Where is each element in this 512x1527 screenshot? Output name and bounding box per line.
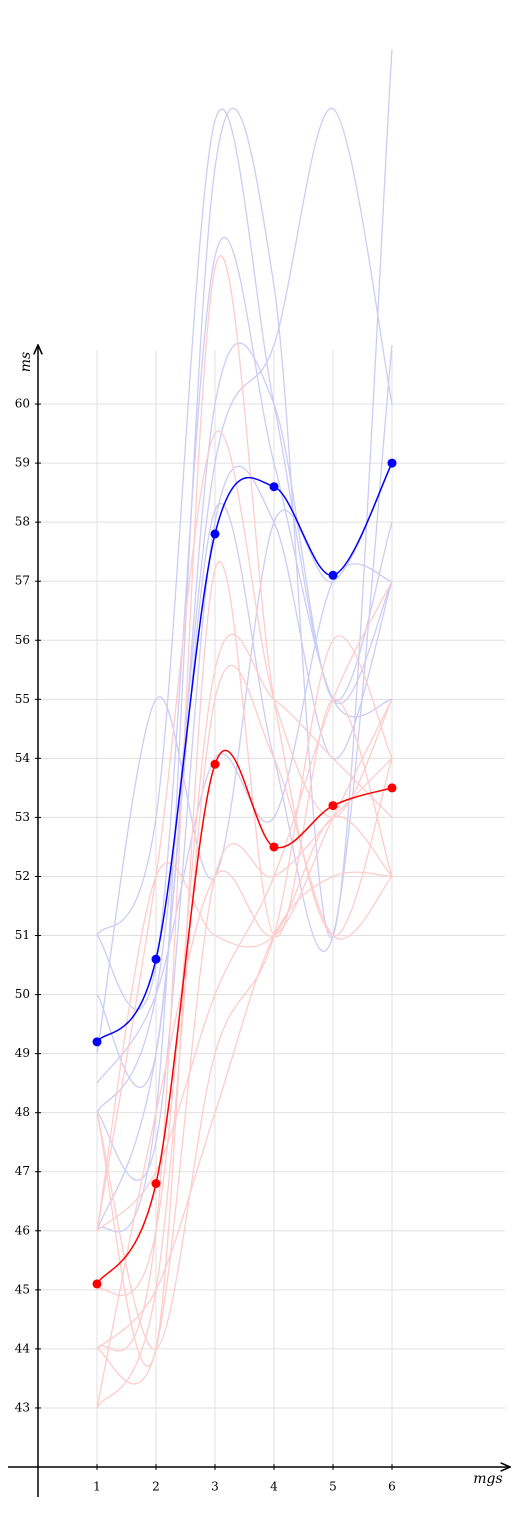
y-tick-label: 54 xyxy=(15,751,31,765)
grid xyxy=(38,350,505,1467)
series-line xyxy=(96,664,393,1409)
point xyxy=(328,801,338,811)
point xyxy=(387,783,397,793)
x-tick-label: 3 xyxy=(211,1480,219,1494)
y-tick-label: 55 xyxy=(15,692,30,706)
point xyxy=(210,759,220,769)
series-line xyxy=(96,815,393,1231)
x-tick-label: 1 xyxy=(93,1480,101,1494)
series-line xyxy=(96,633,393,1297)
point xyxy=(151,954,161,964)
series-line xyxy=(96,236,393,1011)
point xyxy=(269,482,279,492)
y-tick-label: 48 xyxy=(15,1105,30,1119)
series-line xyxy=(96,344,393,1231)
x-axis-label: mgs xyxy=(473,1471,502,1487)
y-tick-label: 52 xyxy=(15,869,30,883)
y-tick-label: 46 xyxy=(15,1223,30,1237)
y-tick-label: 50 xyxy=(15,987,30,1001)
point xyxy=(269,842,279,852)
y-tick-label: 59 xyxy=(15,456,30,470)
y-tick-label: 53 xyxy=(15,810,30,824)
point xyxy=(328,570,338,580)
point xyxy=(92,1037,102,1047)
x-tick-label: 6 xyxy=(388,1480,396,1494)
series-line xyxy=(96,561,393,1368)
series-line xyxy=(96,430,393,1231)
series-line xyxy=(96,699,393,1409)
point xyxy=(92,1279,102,1289)
series-line xyxy=(96,563,393,1084)
series-line xyxy=(96,462,393,1054)
x-tick-label: 5 xyxy=(329,1480,337,1494)
series-line xyxy=(96,108,393,1113)
point xyxy=(387,458,397,468)
series-line xyxy=(96,580,393,1232)
y-axis-label: ms xyxy=(18,352,34,372)
y-tick-label: 47 xyxy=(15,1164,30,1178)
x-tick-label: 4 xyxy=(270,1480,278,1494)
x-tick-label: 2 xyxy=(152,1480,160,1494)
y-tick-label: 56 xyxy=(15,633,30,647)
y-tick-label: 44 xyxy=(15,1341,31,1355)
y-tick-label: 49 xyxy=(15,1046,30,1060)
lines xyxy=(92,49,397,1409)
y-tick-label: 51 xyxy=(15,928,30,942)
y-tick-label: 45 xyxy=(15,1282,30,1296)
y-tick-label: 57 xyxy=(15,574,30,588)
y-tick-label: 58 xyxy=(15,515,30,529)
y-tick-label: 43 xyxy=(15,1400,30,1414)
y-tick-label: 60 xyxy=(15,397,30,411)
series-line xyxy=(96,635,393,1350)
point xyxy=(210,529,220,539)
series-line xyxy=(96,871,393,1350)
point xyxy=(151,1179,161,1189)
